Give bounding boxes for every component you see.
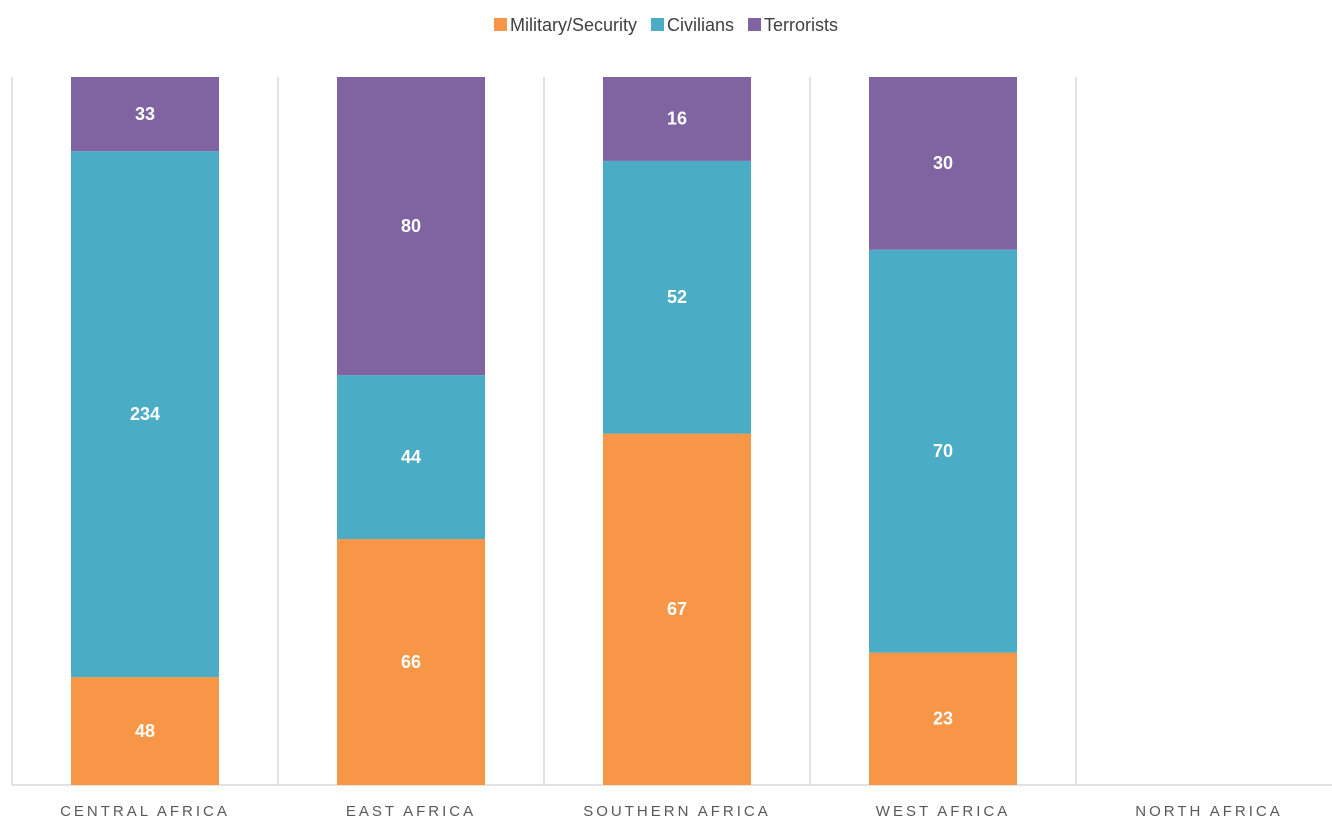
bar-segment: [603, 433, 751, 785]
legend-label: Military/Security: [510, 15, 637, 35]
legend: Military/Security Civilians Terrorists: [493, 15, 838, 35]
bar-segment: [337, 539, 485, 785]
x-tick-label: NORTH AFRICA: [1135, 803, 1282, 820]
bar-segment: [71, 151, 219, 678]
value-label: 80: [401, 216, 421, 236]
value-label: 44: [401, 447, 421, 467]
value-label: 30: [933, 153, 953, 173]
legend-swatch: [650, 18, 664, 31]
bar-segment: [869, 77, 1017, 250]
legend-swatch: [493, 18, 507, 31]
bar-segment: [869, 652, 1017, 785]
value-label: 48: [135, 721, 155, 741]
bar-segment: [603, 77, 751, 161]
bar-segment: [337, 77, 485, 376]
value-label: 234: [130, 404, 160, 424]
x-tick-label: WEST AFRICA: [876, 803, 1010, 820]
value-label: 70: [933, 441, 953, 461]
bar-segment: [337, 375, 485, 540]
value-label: 66: [401, 652, 421, 672]
x-tick-label: CENTRAL AFRICA: [60, 803, 230, 820]
x-tick-label: EAST AFRICA: [346, 803, 476, 820]
legend-label: Terrorists: [764, 15, 838, 35]
legend-swatch: [748, 18, 762, 31]
x-tick-label: SOUTHERN AFRICA: [583, 803, 771, 820]
value-label: 33: [135, 104, 155, 124]
value-label: 16: [667, 109, 687, 129]
value-label: 23: [933, 709, 953, 729]
bar-segment: [603, 160, 751, 434]
value-label: 52: [667, 287, 687, 307]
legend-label: Civilians: [667, 15, 734, 35]
value-label: 67: [667, 599, 687, 619]
bar-segment: [869, 249, 1017, 653]
bar-segment: [71, 677, 219, 785]
bar-segment: [71, 77, 219, 152]
